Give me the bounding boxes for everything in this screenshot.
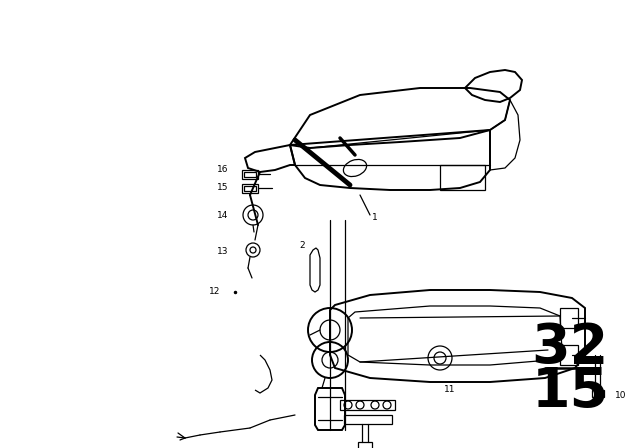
Text: 32: 32 xyxy=(531,321,609,375)
Text: 10: 10 xyxy=(615,391,627,400)
Bar xyxy=(242,170,258,179)
Text: 14: 14 xyxy=(216,211,228,220)
Bar xyxy=(340,400,395,410)
Text: 2: 2 xyxy=(300,241,305,250)
Text: 15: 15 xyxy=(531,365,609,419)
Bar xyxy=(592,390,604,397)
Text: 11: 11 xyxy=(444,385,456,395)
Bar xyxy=(440,165,485,190)
Text: 16: 16 xyxy=(216,165,228,175)
Bar xyxy=(242,184,258,193)
Text: 15: 15 xyxy=(216,184,228,193)
Bar xyxy=(560,308,578,328)
Bar xyxy=(560,345,578,365)
Bar xyxy=(244,172,256,177)
Bar xyxy=(344,415,392,424)
Text: 1: 1 xyxy=(372,214,378,223)
Text: 13: 13 xyxy=(216,247,228,257)
Bar xyxy=(358,442,372,448)
Text: 12: 12 xyxy=(209,288,220,297)
Bar xyxy=(244,186,256,191)
